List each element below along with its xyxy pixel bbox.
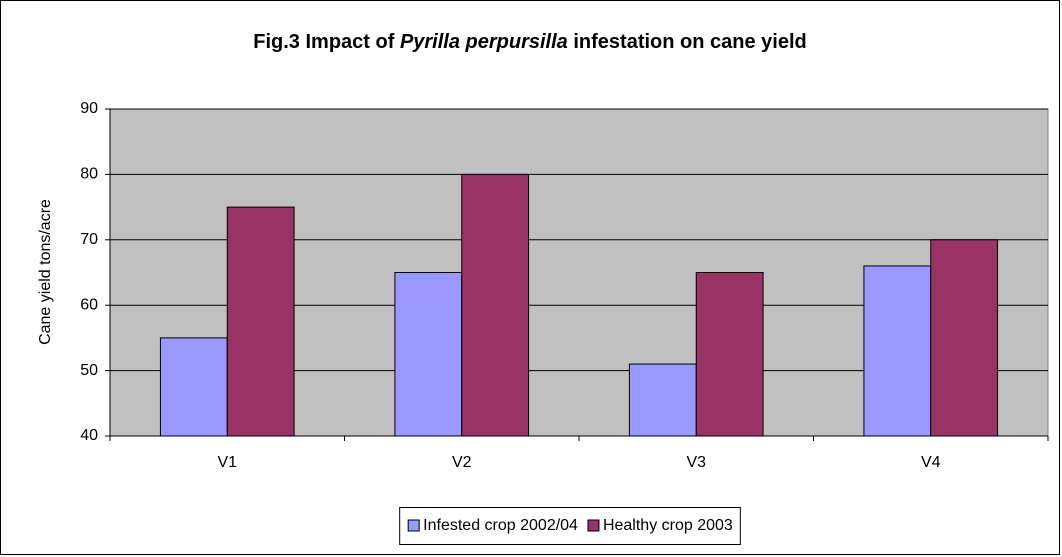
title-part: infestation on cane yield	[568, 31, 807, 53]
bar	[461, 173, 530, 437]
bar	[695, 272, 764, 437]
bar	[226, 206, 295, 437]
chart-title: Fig.3 Impact of Pyrilla perpursilla infe…	[253, 31, 806, 53]
y-tick-label: 50	[80, 362, 98, 379]
y-axis-label: Cane yield tons/acre	[37, 199, 54, 345]
x-tick-label: V4	[921, 454, 941, 471]
bar	[394, 272, 463, 437]
x-tick-label: V1	[217, 454, 237, 471]
bar	[628, 363, 697, 437]
x-tick-label: V3	[686, 454, 706, 471]
bar	[863, 265, 932, 437]
y-tick-label: 60	[80, 296, 98, 313]
y-tick-label: 70	[80, 231, 98, 248]
y-tick-label: 80	[80, 166, 98, 183]
title-part: Pyrilla perpursilla	[400, 31, 568, 53]
legend-swatch	[407, 519, 420, 532]
title-part: Fig.3 Impact of	[253, 31, 400, 53]
legend-swatch	[587, 519, 600, 532]
legend	[399, 507, 741, 545]
x-tick-label: V2	[452, 454, 472, 471]
y-tick-label: 40	[80, 427, 98, 444]
legend-label: Healthy crop 2003	[603, 517, 733, 534]
bar	[930, 239, 999, 437]
legend-label: Infested crop 2002/04	[423, 517, 578, 534]
y-tick-label: 90	[80, 100, 98, 117]
bar	[159, 337, 228, 437]
